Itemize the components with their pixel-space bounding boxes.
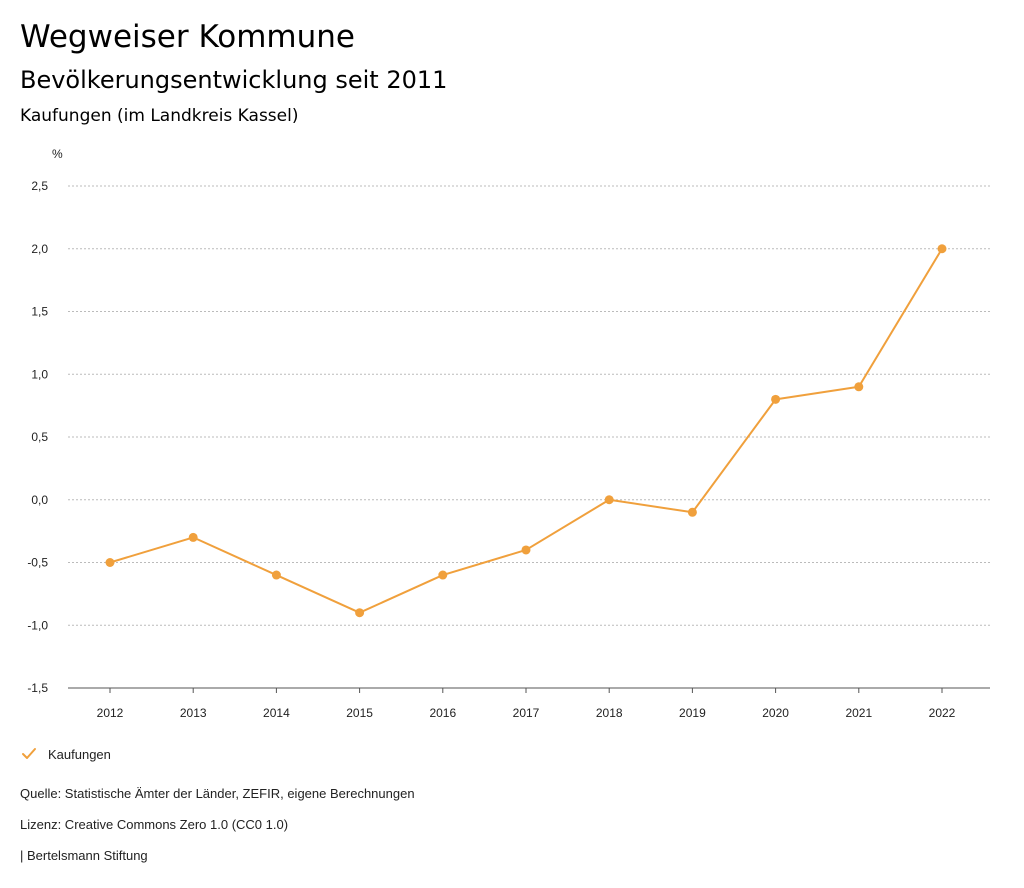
- y-tick-label: 0,0: [31, 493, 48, 507]
- publisher-note: | Bertelsmann Stiftung: [20, 848, 148, 863]
- page-title: Wegweiser Kommune: [20, 19, 355, 55]
- y-tick-label: 2,0: [31, 242, 48, 256]
- x-tick-label: 2022: [929, 706, 956, 720]
- legend-label: Kaufungen: [48, 746, 111, 762]
- data-point: [687, 507, 697, 517]
- data-point: [438, 570, 448, 580]
- chart-subtitle: Bevölkerungsentwicklung seit 2011: [20, 66, 448, 94]
- region-label: Kaufungen (im Landkreis Kassel): [20, 106, 299, 126]
- data-point: [271, 570, 281, 580]
- data-point: [188, 532, 198, 542]
- data-point: [771, 394, 781, 404]
- y-tick-label: -0,5: [27, 556, 48, 570]
- x-tick-label: 2013: [180, 706, 207, 720]
- y-axis-unit-label: %: [52, 147, 63, 161]
- check-icon: [22, 748, 36, 759]
- x-tick-label: 2015: [346, 706, 373, 720]
- data-point: [105, 558, 115, 567]
- legend-item-kaufungen[interactable]: Kaufungen: [20, 744, 111, 764]
- y-tick-label: 1,5: [31, 305, 48, 319]
- x-tick-label: 2012: [97, 706, 124, 720]
- x-tick-label: 2021: [845, 706, 872, 720]
- x-tick-label: 2018: [596, 706, 623, 720]
- y-tick-label: -1,0: [27, 618, 48, 632]
- x-tick-label: 2017: [513, 706, 540, 720]
- y-tick-label: -1,5: [27, 681, 48, 695]
- x-tick-label: 2014: [263, 706, 290, 720]
- data-point: [937, 244, 947, 254]
- source-note: Quelle: Statistische Ämter der Länder, Z…: [20, 786, 415, 801]
- data-point: [854, 382, 864, 392]
- series-line-kaufungen: [109, 248, 943, 614]
- y-tick-label: 1,0: [31, 367, 48, 381]
- y-tick-label: 2,5: [31, 179, 48, 193]
- data-point: [521, 545, 531, 555]
- x-tick-label: 2020: [762, 706, 789, 720]
- x-tick-label: 2019: [679, 706, 706, 720]
- y-tick-label: 0,5: [31, 430, 48, 444]
- data-point: [355, 608, 365, 618]
- line-chart: % 2,5 2,0 1,5 1,0 0,5 0,0 -0,5 -1,0 -1,5 2012 2013 2…: [27, 147, 990, 720]
- data-point: [604, 495, 614, 505]
- license-note: Lizenz: Creative Commons Zero 1.0 (CC0 1…: [20, 817, 289, 832]
- x-tick-label: 2016: [429, 706, 456, 720]
